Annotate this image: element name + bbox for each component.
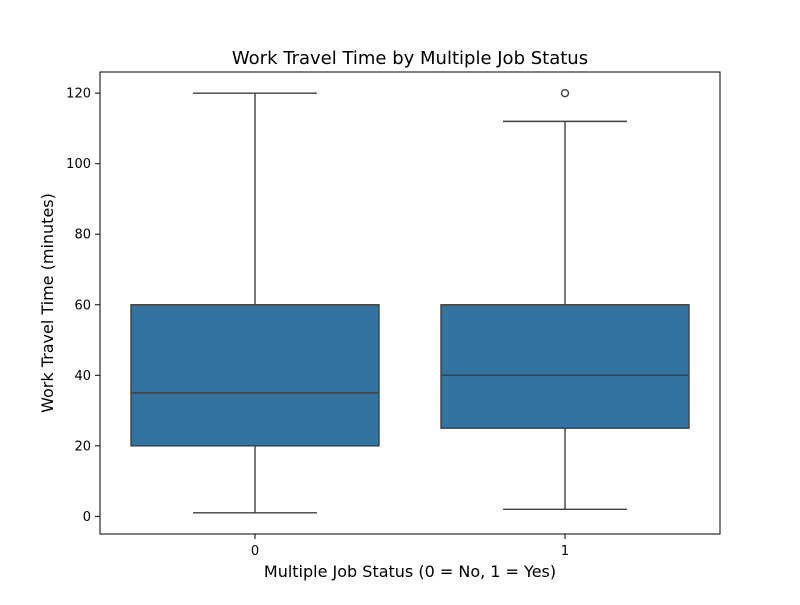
y-tick-label: 0 [83, 510, 91, 525]
y-axis-label: Work Travel Time (minutes) [38, 193, 57, 413]
plot-marks [130, 88, 690, 514]
x-tick-label: 1 [561, 544, 569, 559]
outlier-point [560, 88, 570, 98]
chart-title: Work Travel Time by Multiple Job Status [232, 48, 588, 69]
x-axis-label: Multiple Job Status (0 = No, 1 = Yes) [264, 562, 556, 581]
y-tick-label: 100 [66, 157, 91, 172]
plot-frame [99, 71, 721, 535]
iqr-box [130, 304, 380, 447]
box-group-1 [440, 88, 690, 511]
y-tick-label: 40 [74, 369, 91, 384]
y-axis-ticks: 0 20 40 60 80 100 120 [66, 87, 100, 525]
x-tick-label: 0 [251, 544, 259, 559]
iqr-box [440, 304, 690, 429]
y-tick-label: 80 [74, 228, 91, 243]
y-tick-label: 60 [74, 298, 91, 313]
y-tick-label: 120 [66, 87, 91, 102]
y-tick-label: 20 [74, 439, 91, 454]
box-group-0 [130, 92, 380, 514]
